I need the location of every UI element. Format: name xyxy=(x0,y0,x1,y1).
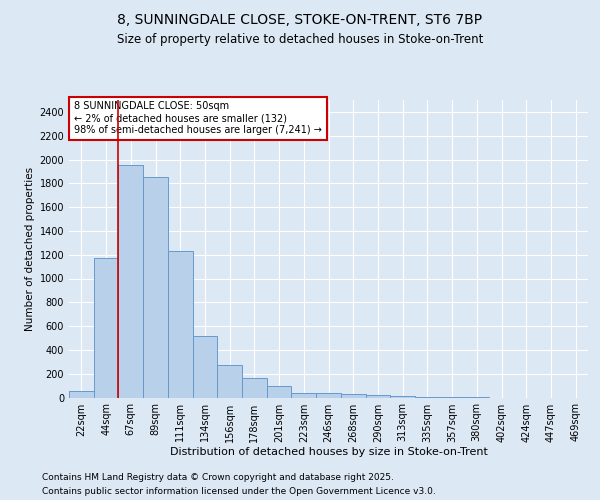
Bar xyxy=(440,397,464,398)
Bar xyxy=(365,394,390,398)
Bar xyxy=(341,394,365,398)
X-axis label: Distribution of detached houses by size in Stoke-on-Trent: Distribution of detached houses by size … xyxy=(170,448,487,458)
Bar xyxy=(168,251,193,398)
Bar xyxy=(118,166,143,398)
Bar xyxy=(292,392,316,398)
Bar xyxy=(217,366,242,398)
Bar xyxy=(267,386,292,398)
Y-axis label: Number of detached properties: Number of detached properties xyxy=(25,166,35,331)
Text: 8, SUNNINGDALE CLOSE, STOKE-ON-TRENT, ST6 7BP: 8, SUNNINGDALE CLOSE, STOKE-ON-TRENT, ST… xyxy=(118,12,482,26)
Bar xyxy=(316,392,341,398)
Bar xyxy=(415,397,440,398)
Bar xyxy=(69,391,94,398)
Text: Contains HM Land Registry data © Crown copyright and database right 2025.: Contains HM Land Registry data © Crown c… xyxy=(42,472,394,482)
Text: 8 SUNNINGDALE CLOSE: 50sqm
← 2% of detached houses are smaller (132)
98% of semi: 8 SUNNINGDALE CLOSE: 50sqm ← 2% of detac… xyxy=(74,102,322,134)
Text: Contains public sector information licensed under the Open Government Licence v3: Contains public sector information licen… xyxy=(42,488,436,496)
Bar xyxy=(242,378,267,398)
Bar xyxy=(464,397,489,398)
Bar xyxy=(390,396,415,398)
Bar xyxy=(193,336,217,398)
Bar xyxy=(94,258,118,398)
Text: Size of property relative to detached houses in Stoke-on-Trent: Size of property relative to detached ho… xyxy=(117,32,483,46)
Bar xyxy=(143,178,168,398)
